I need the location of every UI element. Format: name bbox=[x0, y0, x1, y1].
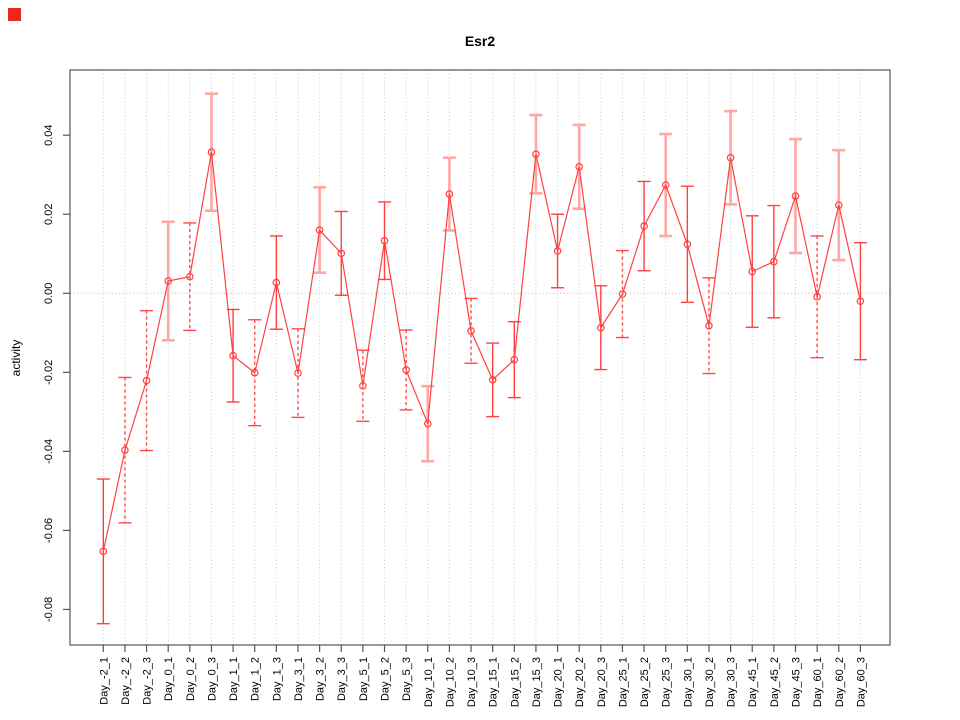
x-tick-label: Day_30_1 bbox=[682, 657, 694, 707]
data-point bbox=[99, 547, 108, 556]
x-tick-label: Day_20_2 bbox=[574, 657, 586, 707]
data-point bbox=[445, 190, 454, 198]
x-tick-label: Day_15_3 bbox=[531, 657, 543, 707]
x-tick-label: Day_30_2 bbox=[704, 657, 716, 707]
x-tick-label: Day_10_3 bbox=[466, 657, 478, 707]
data-point bbox=[229, 351, 237, 360]
chart-title: Esr2 bbox=[464, 33, 496, 49]
data-point bbox=[834, 201, 843, 209]
x-tick-label: Day_-2_1 bbox=[98, 657, 110, 705]
x-tick-label: Day_0_3 bbox=[206, 657, 218, 701]
corner-marker bbox=[8, 8, 21, 21]
data-point bbox=[121, 446, 129, 454]
data-point bbox=[813, 293, 821, 301]
data-point bbox=[467, 327, 475, 335]
data-point bbox=[250, 368, 259, 377]
data-point bbox=[553, 247, 562, 255]
data-point bbox=[597, 323, 605, 332]
data-point bbox=[164, 277, 172, 285]
plot-box bbox=[69, 69, 891, 646]
y-tick-label: -0.02 bbox=[43, 360, 55, 385]
x-tick-label: Day_60_3 bbox=[855, 657, 867, 707]
y-axis-label: activity bbox=[9, 339, 23, 377]
x-tick-label: Day_10_2 bbox=[444, 657, 456, 707]
data-point bbox=[726, 153, 735, 162]
x-tick-label: Day_-2_2 bbox=[120, 657, 132, 705]
x-tick-label: Day_25_1 bbox=[617, 657, 629, 707]
data-point bbox=[337, 249, 346, 258]
y-tick-label: 0.04 bbox=[43, 124, 55, 145]
x-tick-label: Day_20_3 bbox=[596, 657, 608, 707]
x-tick-label: Day_60_2 bbox=[834, 657, 846, 707]
data-point bbox=[640, 222, 648, 230]
data-point bbox=[207, 148, 216, 156]
data-point bbox=[380, 236, 389, 245]
x-tick-label: Day_45_1 bbox=[747, 657, 759, 707]
data-point bbox=[186, 272, 194, 281]
x-tick-label: Day_0_2 bbox=[185, 657, 197, 701]
x-tick-label: Day_45_3 bbox=[791, 657, 803, 707]
x-tick-label: Day_10_1 bbox=[423, 657, 435, 707]
data-point bbox=[402, 366, 410, 374]
y-tick-label: 0.02 bbox=[43, 204, 55, 225]
y-tick-label: -0.08 bbox=[43, 597, 55, 622]
x-tick-label: Day_5_1 bbox=[358, 657, 370, 701]
x-tick-label: Day_60_1 bbox=[812, 657, 824, 707]
x-tick-label: Day_3_2 bbox=[315, 657, 327, 701]
x-tick-label: Day_25_2 bbox=[639, 657, 651, 707]
x-tick-label: Day_25_3 bbox=[661, 657, 673, 707]
x-tick-label: Day_0_1 bbox=[163, 657, 175, 701]
data-point bbox=[272, 278, 281, 287]
data-point bbox=[661, 181, 670, 189]
x-tick-label: Day_3_1 bbox=[293, 657, 305, 701]
data-point bbox=[748, 267, 757, 276]
data-point bbox=[510, 355, 519, 364]
data-point bbox=[618, 290, 627, 298]
data-point bbox=[856, 297, 865, 305]
x-tick-label: Day_5_3 bbox=[401, 657, 413, 701]
y-tick-label: 0.00 bbox=[43, 283, 55, 304]
data-point bbox=[488, 376, 497, 384]
y-tick-label: -0.06 bbox=[43, 518, 55, 543]
x-tick-label: Day_-2_3 bbox=[142, 657, 154, 705]
data-point bbox=[423, 419, 432, 428]
data-point bbox=[575, 163, 583, 171]
x-tick-label: Day_15_2 bbox=[509, 657, 521, 707]
data-point bbox=[791, 192, 800, 200]
data-point bbox=[705, 321, 713, 330]
data-point bbox=[683, 240, 692, 249]
series-line bbox=[102, 152, 861, 552]
data-point bbox=[315, 226, 324, 234]
data-point bbox=[294, 369, 302, 377]
x-tick-label: Day_20_1 bbox=[553, 657, 565, 707]
x-tick-label: Day_45_2 bbox=[769, 657, 781, 707]
data-point bbox=[359, 381, 367, 390]
y-tick-label: -0.04 bbox=[43, 439, 55, 464]
x-tick-label: Day_1_2 bbox=[250, 657, 262, 701]
data-point bbox=[770, 257, 778, 266]
data-point bbox=[142, 376, 151, 385]
x-tick-label: Day_15_1 bbox=[488, 657, 500, 707]
x-tick-label: Day_5_2 bbox=[380, 657, 392, 701]
x-tick-label: Day_3_3 bbox=[336, 657, 348, 701]
x-tick-label: Day_1_3 bbox=[271, 657, 283, 701]
x-tick-label: Day_1_1 bbox=[228, 657, 240, 701]
x-tick-label: Day_30_3 bbox=[726, 657, 738, 707]
data-point bbox=[532, 150, 540, 158]
